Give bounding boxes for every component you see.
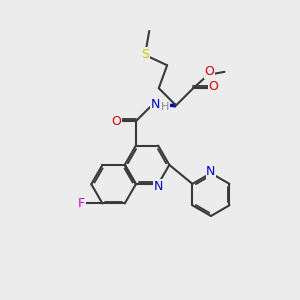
Text: S: S [141,48,149,61]
Text: F: F [78,197,85,210]
Text: H: H [161,102,169,112]
Text: N: N [206,165,216,178]
Text: N: N [154,180,164,193]
Text: O: O [205,65,214,78]
Text: N: N [151,98,160,111]
Polygon shape [152,103,176,107]
Text: O: O [112,115,122,128]
Text: O: O [208,80,218,94]
